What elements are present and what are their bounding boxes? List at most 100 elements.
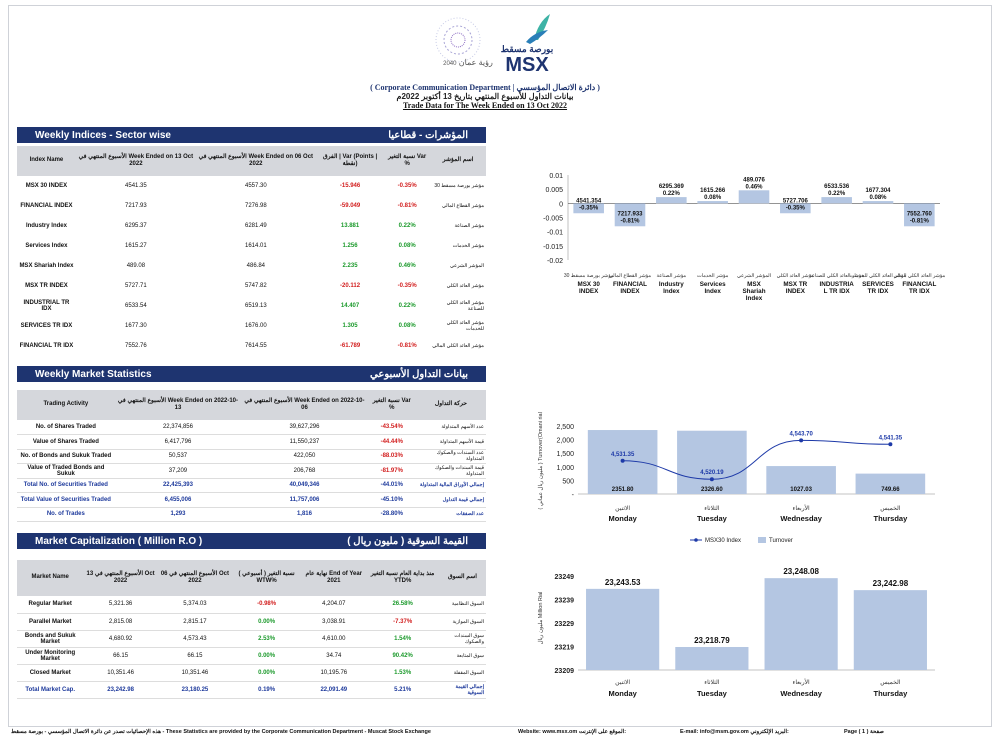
table-cell: 39,627,296 xyxy=(289,424,320,430)
x-tick-label-ar: مؤشر العائد الكلي xyxy=(777,273,815,279)
table-cell: Under Monitoring Market xyxy=(25,649,76,662)
x-tick-label-ar: مؤشر العائد الكلي للصناعة xyxy=(809,273,864,279)
table-cell: سوق السندات والصكوك xyxy=(454,632,484,645)
x-tick-label: MSX xyxy=(747,281,761,288)
column-header: Index Name xyxy=(17,146,76,176)
x-tick-label: FINANCIAL xyxy=(613,281,647,288)
bar xyxy=(904,203,935,227)
table-cell: 22,091.49 xyxy=(320,686,348,693)
line-label: 4,543.70 xyxy=(789,431,813,437)
y-axis-title: مليون ريال Million Rial xyxy=(537,592,544,645)
table-cell: -0.81% xyxy=(397,203,417,209)
legend-marker-icon xyxy=(694,538,698,542)
column-header: نسبة التغير ( أسبوعي ) WTW% xyxy=(232,560,302,596)
table-cell: 1.256 xyxy=(342,243,358,249)
table-cell: مؤشر الصناعة xyxy=(454,223,484,229)
x-tick-label: Tuesday xyxy=(697,689,728,698)
x-tick-label-ar: الاثنين xyxy=(615,679,630,686)
table-cell: عدد الأسهم المتداولة xyxy=(441,424,484,430)
table-cell: 206,768 xyxy=(293,467,316,474)
table-cell: 22,374,856 xyxy=(162,424,193,430)
bar-label: 749.66 xyxy=(881,487,900,493)
table-cell: FINANCIAL TR IDX xyxy=(19,343,74,349)
y-tick-label: 0 xyxy=(559,201,563,208)
table-cell: -0.35% xyxy=(397,183,417,189)
footer-email[interactable]: E-mail: info@msm.gov.om البريد الإلكترون… xyxy=(680,729,789,735)
x-tick-label: Wednesday xyxy=(780,689,822,698)
footer-credit: هذه الإحصائيات تصدر عن دائرة الاتصال الم… xyxy=(11,729,431,735)
data-label-pct: -0.35% xyxy=(786,205,806,211)
table-cell: 489.08 xyxy=(126,263,146,269)
column-header: الفرق | Var (Points | نقطة) xyxy=(315,146,385,176)
bar-label: 2326.60 xyxy=(701,487,723,493)
bar-label: 23,243.53 xyxy=(605,578,641,587)
market-cap-chart: 23249 23239 23229 23219 23209 مليون ريال Mill… xyxy=(537,568,935,698)
column-header: الأسبوع المنتهي في Week Ended on 2022-10… xyxy=(114,390,242,420)
table-cell: 0.00% xyxy=(258,652,276,659)
table-cell: 1614.01 xyxy=(244,243,267,249)
page-frame xyxy=(8,5,992,727)
x-tick-label-ar: مؤشر القطاع المالي xyxy=(609,273,651,279)
x-tick-label: INDEX xyxy=(579,288,599,295)
table-cell: 1.53% xyxy=(394,669,412,676)
table-header-row: Trading Activity الأسبوع المنتهي في Week … xyxy=(17,390,486,420)
bar xyxy=(764,578,838,670)
column-header: الأسبوع المنتهي في 06 Oct 2022 xyxy=(157,560,233,596)
table-row: Parallel Market 2,815.08 2,815.17 0.00% 3,03… xyxy=(17,613,486,630)
table-cell: Total Market Cap. xyxy=(25,686,75,693)
msx-swoosh-icon xyxy=(526,14,550,44)
indices-title-ar: المؤشرات - قطاعيا xyxy=(388,129,468,141)
table-cell: 0.08% xyxy=(398,243,416,249)
table-row: Closed Market 10,351.46 10,351.46 0.00% 10,1… xyxy=(17,664,486,681)
y-tick-label: 0.01 xyxy=(549,173,563,180)
table-row: Total No. of Securities Traded 22,425,393… xyxy=(17,478,486,493)
table-cell: -0.98% xyxy=(257,601,277,608)
table-cell: 0.22% xyxy=(398,223,416,229)
table-cell: Parallel Market xyxy=(29,618,72,625)
indices-title: Weekly Indices - Sector wise xyxy=(35,129,171,141)
table-cell: -28.80% xyxy=(380,511,403,518)
report-title-ar: بيانات التداول للأسبوع المنتهي بتاريخ 13… xyxy=(396,92,574,101)
x-tick-label: FINANCIAL xyxy=(902,281,936,288)
line-point xyxy=(888,442,893,447)
table-row: Under Monitoring Market 66.15 66.15 0.00% 34… xyxy=(17,647,486,664)
line-label: 4,520.19 xyxy=(700,470,724,476)
bar xyxy=(675,646,749,670)
data-label: 1677.304 xyxy=(865,188,891,194)
column-header: منذ بداية العام نسبة التغير YTD% xyxy=(366,560,439,596)
table-cell: مؤشر العائد الكلي xyxy=(446,283,484,289)
column-header: الأسبوع المنتهي في Week Ended on 06 Oct … xyxy=(195,146,316,176)
msx-wordmark: MSX xyxy=(505,54,549,76)
table-cell: MSX 30 INDEX xyxy=(25,183,68,189)
table-cell: 22,425,393 xyxy=(162,482,193,489)
table-cell: 1677.30 xyxy=(125,323,147,329)
table-cell: 6295.37 xyxy=(125,223,147,229)
table-cell: سوق المتابعة xyxy=(456,652,484,659)
data-label: 1615.266 xyxy=(700,188,726,194)
table-cell: 2.235 xyxy=(342,263,358,269)
footer-website[interactable]: Website: www.msx.om الموقع على الإنترنت: xyxy=(518,729,627,735)
table-cell: -20.112 xyxy=(340,283,361,289)
line-label: 4,541.35 xyxy=(879,435,903,441)
table-cell: 50,537 xyxy=(168,453,188,460)
table-cell: مؤشر بورصة مسقط 30 xyxy=(434,183,484,189)
table-cell: السوق النظامية xyxy=(451,601,484,608)
stats-section-header: Weekly Market Statistics بيانات التداول … xyxy=(17,366,486,382)
table-cell: إجمالي الأوراق المالية المتداولة xyxy=(419,482,484,489)
table-cell: 23,180.25 xyxy=(181,686,209,693)
bar xyxy=(766,466,836,494)
x-tick-label: INDEX xyxy=(786,288,806,295)
bar xyxy=(656,197,687,204)
line-point xyxy=(620,458,625,463)
bar xyxy=(573,203,604,214)
vision-logo: رؤية عمان 2040 xyxy=(418,14,496,72)
bar xyxy=(677,430,747,494)
y-tick-label: - xyxy=(572,492,575,499)
y-tick-label: 1,000 xyxy=(556,465,574,472)
table-cell: 0.08% xyxy=(398,323,416,329)
table-cell: Regular Market xyxy=(28,601,72,608)
column-header: الأسبوع المنتهي في Week Ended on 2022-10… xyxy=(241,390,368,420)
table-row: Regular Market 5,321.36 5,374.03 -0.98% 4,20… xyxy=(17,596,486,613)
table-cell: MSX Shariah Index xyxy=(19,263,74,269)
x-tick-label-ar: الاثنين xyxy=(615,505,630,512)
